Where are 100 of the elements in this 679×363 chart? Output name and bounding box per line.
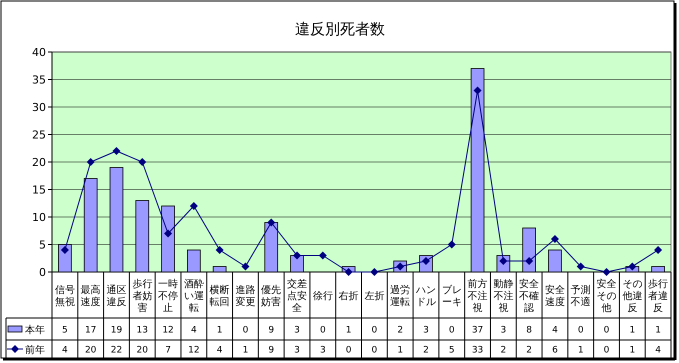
point [602,268,611,276]
x-tick-label: 横断転回 [210,284,230,308]
data-label: 12 [162,326,174,336]
data-label: 0 [372,346,378,356]
point [550,235,559,243]
x-tick-label: 通区違反 [106,284,126,308]
y-tick-label: 25 [32,128,46,142]
point [628,262,636,270]
point [448,240,456,248]
y-tick-label: 10 [32,211,46,224]
point [344,268,353,276]
x-tick-label: 徐行 [312,290,333,302]
point [112,147,120,155]
data-label: 4 [552,326,558,336]
data-label: 22 [110,346,122,356]
x-tick-label: 最高速度 [80,284,101,308]
y-tick-label: 5 [39,238,46,252]
data-label: 1 [629,326,636,336]
title: 違反別死者数 [295,20,385,38]
x-tick-label: 信号無視 [54,284,75,308]
x-tick-label: 右折 [338,290,359,302]
data-label: 1 [346,326,352,336]
point [216,246,224,254]
data-label: 1 [216,326,223,336]
data-label: 19 [110,326,122,336]
data-label: 0 [242,326,249,336]
data-label: 1 [655,326,661,336]
point [60,246,69,254]
data-label: 2 [397,326,404,336]
x-tick-label: 一時不停止 [158,278,178,314]
x-tick-label: 左折 [364,290,384,302]
data-label: 2 [526,346,532,356]
point [138,158,146,166]
data-label: 4 [655,346,662,356]
data-label: 4 [62,346,68,356]
data-label: 0 [604,326,610,336]
x-tick-label: 予測不適 [570,284,591,308]
data-label: 8 [526,326,532,336]
point [241,262,250,270]
point [267,218,276,226]
data-label: 1 [242,346,248,356]
data-label: 9 [268,346,274,356]
data-label: 5 [448,346,455,356]
data-label: 12 [188,346,200,356]
data-label: 9 [268,326,274,336]
y-tick-label: 40 [32,46,46,59]
point [525,257,534,265]
x-tick-label: 安全速度 [544,284,565,308]
data-label: 7 [165,346,171,356]
point [576,262,585,270]
data-label: 0 [578,326,584,336]
x-tick-label: 歩行者違反 [648,278,668,314]
data-label: 3 [320,346,326,356]
point [474,86,482,94]
x-tick-label: 進路変更 [235,284,256,308]
y-tick-label: 35 [32,74,46,86]
data-label: 0 [346,346,352,356]
data-label: 13 [136,326,148,336]
data-label: 0 [448,326,455,336]
data-label: 3 [500,326,506,336]
data-label: 1 [397,346,404,356]
x-tick-label: 交差点安全 [287,278,308,314]
data-label: 20 [136,346,148,356]
y-tick-label: 0 [39,266,46,279]
x-tick-label: 過労運転 [390,284,410,308]
data-label: 4 [216,346,223,356]
data-label: 2 [423,346,429,356]
point [190,202,198,210]
x-tick-label: 動静不注視 [493,278,514,314]
x-tick-label: 安全その他 [596,278,617,314]
y-tick-label: 20 [32,156,46,169]
x-tick-label: 前方不注視 [468,278,488,314]
legend-label: 前年 [25,344,45,356]
data-label: 3 [294,326,300,336]
x-tick-label: ブレーキ [442,284,462,308]
point [86,158,95,166]
data-label: 4 [190,326,197,336]
data-label: 0 [604,346,610,356]
data-label: 37 [472,326,484,336]
data-label: 3 [423,326,429,336]
point [318,252,327,260]
data-label: 6 [552,346,558,356]
data-label: 17 [84,326,96,336]
data-label: 0 [320,326,326,336]
data-label: 33 [472,346,484,356]
x-tick-label: 歩行者妨害 [132,278,152,314]
y-tick-label: 30 [32,101,46,114]
x-tick-label: 酒酔い運転 [184,278,204,314]
data-label: 20 [84,346,97,356]
data-label: 5 [62,326,68,336]
x-tick-label: その他違反 [622,279,642,314]
point [654,246,662,254]
point [293,252,302,260]
point [370,268,378,276]
data-label: 2 [500,346,506,356]
data-label: 1 [629,346,636,356]
data-label: 0 [372,326,378,336]
data-label: 1 [578,346,584,356]
point [164,230,172,238]
y-tick-label: 15 [32,184,46,196]
